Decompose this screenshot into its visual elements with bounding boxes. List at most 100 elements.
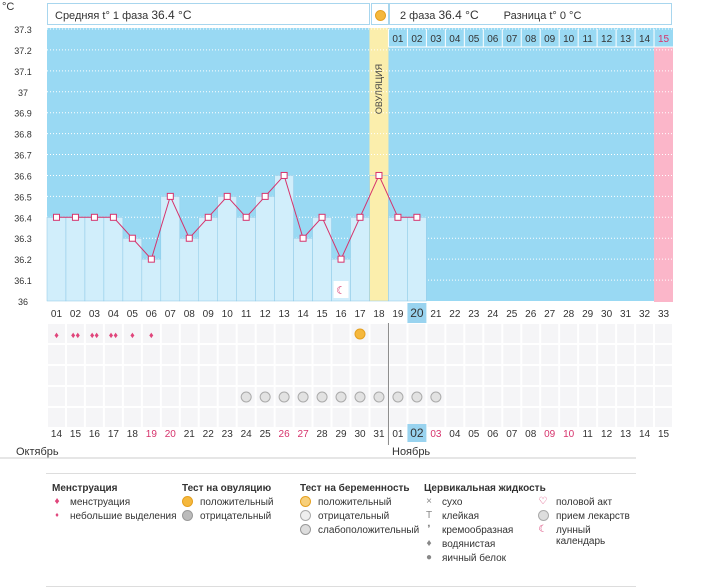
- symbol-cell: [484, 408, 502, 427]
- legend-pregnancy-positive: положительный: [318, 497, 392, 508]
- temperature-point: [413, 213, 421, 221]
- spotting-icon: ♦: [54, 330, 59, 340]
- cycle-day-label: 15: [316, 309, 328, 320]
- temperature-bar: [388, 217, 408, 302]
- symbol-cell: [142, 324, 160, 343]
- spotting-icon: ♦: [130, 330, 135, 340]
- symbol-cell: [180, 387, 198, 406]
- symbol-cell: [294, 324, 312, 343]
- date-label: 17: [108, 429, 120, 440]
- y-tick-label: 37.3: [14, 25, 32, 35]
- temperature-bar: [103, 217, 124, 302]
- symbol-cell: [655, 345, 672, 364]
- temperature-point: [394, 213, 402, 221]
- cycle-day-label: 25: [506, 309, 518, 320]
- temperature-bar: [198, 217, 218, 302]
- symbol-cell: [446, 366, 464, 385]
- temperature-point: [166, 192, 174, 200]
- symbol-cell: [218, 408, 236, 427]
- ovulation-label: ОВУЛЯЦИЯ: [374, 64, 384, 114]
- creamy-icon: ❜: [427, 524, 431, 535]
- symbol-cell: [522, 345, 540, 364]
- y-tick-label: 36.4: [14, 213, 32, 223]
- cycle-day-label: 29: [582, 309, 594, 320]
- legend-menstruation: менструация: [70, 497, 131, 508]
- menstruation-icon: ♦♦: [71, 330, 81, 340]
- symbol-cell: [199, 387, 217, 406]
- cycle-day-label: 16: [335, 309, 347, 320]
- symbol-cell: [636, 387, 654, 406]
- cycle-day-label: 19: [392, 309, 404, 320]
- cycle-day-label: 07: [165, 309, 177, 320]
- symbol-cell: [161, 408, 179, 427]
- phase2-label: 2 фаза: [400, 10, 436, 22]
- legend-watery: водянистая: [442, 539, 496, 550]
- symbol-cell: [617, 387, 635, 406]
- symbol-cell: [655, 324, 672, 343]
- y-tick-label: 36.5: [14, 192, 32, 202]
- temperature-bar: [122, 237, 143, 302]
- cycle-day-label: 08: [184, 309, 196, 320]
- pregnancy-positive-icon: [300, 496, 311, 510]
- symbol-cell: [560, 366, 578, 385]
- symbol-cell: [294, 408, 312, 427]
- temperature-bar: [65, 217, 86, 302]
- spotting-drop-icon: ♦: [55, 512, 59, 519]
- symbol-cell: [294, 366, 312, 385]
- symbol-cell: [66, 366, 84, 385]
- symbol-cell: [351, 366, 369, 385]
- symbol-cell: [294, 345, 312, 364]
- symbol-cell: [237, 366, 255, 385]
- symbol-cell: [427, 408, 445, 427]
- symbol-cell: [370, 324, 388, 343]
- date-label: 27: [298, 429, 310, 440]
- temperature-bar: [407, 217, 427, 302]
- luteal-day-label: 14: [639, 34, 651, 45]
- y-tick-label: 37.1: [14, 67, 32, 77]
- symbol-cell: [408, 366, 426, 385]
- symbol-cell: [66, 345, 84, 364]
- luteal-day-label: 08: [525, 34, 537, 45]
- date-label: 04: [449, 429, 461, 440]
- symbol-cell: [332, 366, 350, 385]
- menstruation-icon: ♦♦: [109, 330, 119, 340]
- temperature-bar: [369, 175, 389, 302]
- symbol-cell: [617, 366, 635, 385]
- y-tick-label: 36.8: [14, 130, 32, 140]
- symbol-cell: [351, 345, 369, 364]
- temperature-point: [337, 255, 345, 263]
- symbol-cell: [313, 345, 331, 364]
- date-label: 08: [525, 429, 537, 440]
- symbol-cell: [446, 324, 464, 343]
- symbol-cell: [617, 324, 635, 343]
- symbol-cell: [579, 408, 597, 427]
- pregnancy-negative-icon: [300, 510, 311, 524]
- date-label: 15: [70, 429, 82, 440]
- symbol-cell: [142, 345, 160, 364]
- symbol-cell: [560, 345, 578, 364]
- temperature-bar: [84, 217, 105, 302]
- symbol-cell: [655, 366, 672, 385]
- sun-icon-box: [371, 3, 389, 25]
- symbol-cell: [541, 345, 559, 364]
- ovulation-test-positive-icon: [354, 328, 366, 340]
- temperature-bar: [141, 258, 162, 302]
- symbol-cell: [598, 408, 616, 427]
- symbol-cell: [104, 408, 122, 427]
- watery-icon: ♦: [426, 538, 432, 549]
- temperature-point: [185, 234, 193, 242]
- cycle-day-label: 21: [430, 309, 442, 320]
- symbol-cell: [123, 324, 141, 343]
- symbol-cell: [123, 387, 141, 406]
- symbol-cell: [85, 366, 103, 385]
- symbol-cell: [446, 408, 464, 427]
- symbol-cell: [85, 324, 103, 343]
- symbol-cell: [503, 366, 521, 385]
- temperature-point: [242, 213, 250, 221]
- luteal-day-label: 05: [468, 34, 480, 45]
- date-label: 24: [241, 429, 253, 440]
- temperature-point: [356, 213, 364, 221]
- date-label: 07: [506, 429, 518, 440]
- symbol-cell: [636, 324, 654, 343]
- symbol-cell: [104, 324, 122, 343]
